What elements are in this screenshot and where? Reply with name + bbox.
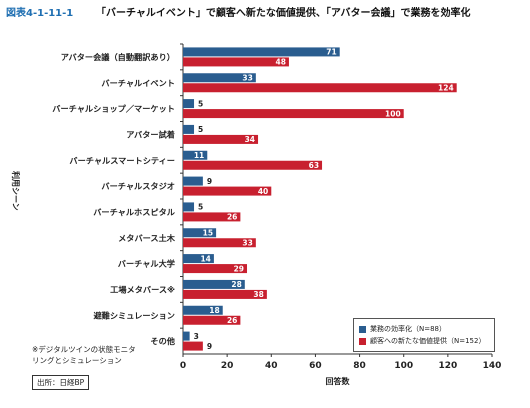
category-label: 避難シミュレーション [92,310,175,320]
data-label-series-2: 33 [242,239,252,248]
data-label-series-2: 48 [276,58,286,67]
bar-series-2 [183,57,289,67]
bar-series-1 [183,73,256,83]
category-label: バーチャル大学 [118,259,175,269]
chart-title: 「バーチャルイベント」で顧客へ新たな価値提供、「アバター会議」で業務を効率化 [96,8,471,19]
category-label: メタバース土木 [118,233,176,243]
legend: 業務の効率化（N=88） 顧客への新たな価値提供（N=152） [353,318,495,352]
bar-series-1 [183,150,208,160]
data-label-series-1: 14 [200,254,210,263]
category-label: バーチャルショップ／マーケット [52,104,175,114]
x-tick-label: 100 [394,361,413,371]
data-label-series-1: 5 [198,99,203,108]
bar-series-1 [183,331,190,341]
bar-series-2 [183,160,323,170]
legend-item-series-1: 業務の効率化（N=88） [359,324,489,334]
bar-series-2 [183,83,457,93]
data-label-series-1: 9 [207,177,212,186]
data-label-series-1: 18 [209,306,219,315]
bar-series-1 [183,202,195,212]
bar-series-1 [183,305,223,315]
y-axis-label: 利用シーン [11,170,21,211]
data-label-series-2: 40 [258,187,268,196]
x-tick-label: 20 [221,361,234,371]
legend-label-series-1: 業務の効率化（N=88） [370,325,447,333]
category-label: バーチャルスタジオ [101,181,175,191]
category-label: 工場メタバース※ [110,284,175,294]
bar-series-1 [183,176,203,186]
x-axis-label: 回答数 [326,376,351,386]
data-label-series-1: 71 [326,48,336,57]
bar-series-1 [183,228,217,238]
bar-series-1 [183,47,340,57]
data-label-series-1: 5 [198,125,203,134]
bar-series-1 [183,124,195,134]
bar-series-2 [183,341,203,351]
bar-series-2 [183,238,256,248]
category-label: その他 [150,336,175,346]
data-label-series-1: 28 [231,280,241,289]
data-label-series-2: 38 [253,290,263,299]
category-label: バーチャルスマートシティー [69,155,175,165]
bar-series-2 [183,315,241,325]
data-label-series-1: 5 [198,203,203,212]
x-tick-label: 80 [353,361,366,371]
bar-series-1 [183,254,214,264]
bar-series-2 [183,289,267,299]
bar-series-2 [183,186,272,196]
legend-label-series-2: 顧客への新たな価値提供（N=152） [370,337,486,345]
legend-swatch-series-1 [359,325,366,333]
x-tick-label: 0 [180,361,186,371]
category-label: バーチャルホスピタル [93,207,176,217]
footnote: ※デジタルツインの状態モニタ リングとシミュレーション [32,345,136,365]
data-label-series-2: 9 [207,342,212,351]
bar-series-2 [183,212,241,222]
data-label-series-2: 63 [309,161,319,170]
category-label: アバター試着 [126,129,175,139]
data-label-series-1: 11 [194,151,204,160]
data-label-series-2: 26 [227,213,237,222]
bar-series-2 [183,134,259,144]
data-label-series-1: 3 [194,332,199,341]
category-label: バーチャルイベント [101,78,175,88]
category-label: アバター会議（自動翻訳あり） [61,52,175,62]
legend-item-series-2: 顧客への新たな価値提供（N=152） [359,336,489,346]
bar-series-1 [183,99,195,109]
bar-series-1 [183,279,245,289]
data-label-series-2: 26 [227,316,237,325]
bar-series-2 [183,264,248,274]
data-label-series-1: 33 [242,74,252,83]
data-label-series-2: 100 [385,109,401,118]
x-tick-label: 120 [438,361,457,371]
legend-swatch-series-2 [359,337,366,345]
data-label-series-2: 124 [438,84,454,93]
data-label-series-2: 29 [234,264,244,273]
x-tick-label: 40 [265,361,278,371]
data-label-series-1: 15 [203,229,213,238]
x-tick-label: 60 [309,361,322,371]
data-label-series-2: 34 [245,135,255,144]
bar-series-2 [183,109,404,119]
x-tick-label: 140 [483,361,502,371]
figure-label: 図表4-1-11-1 [6,8,74,19]
source-note: 出所：日経BP [32,375,90,390]
